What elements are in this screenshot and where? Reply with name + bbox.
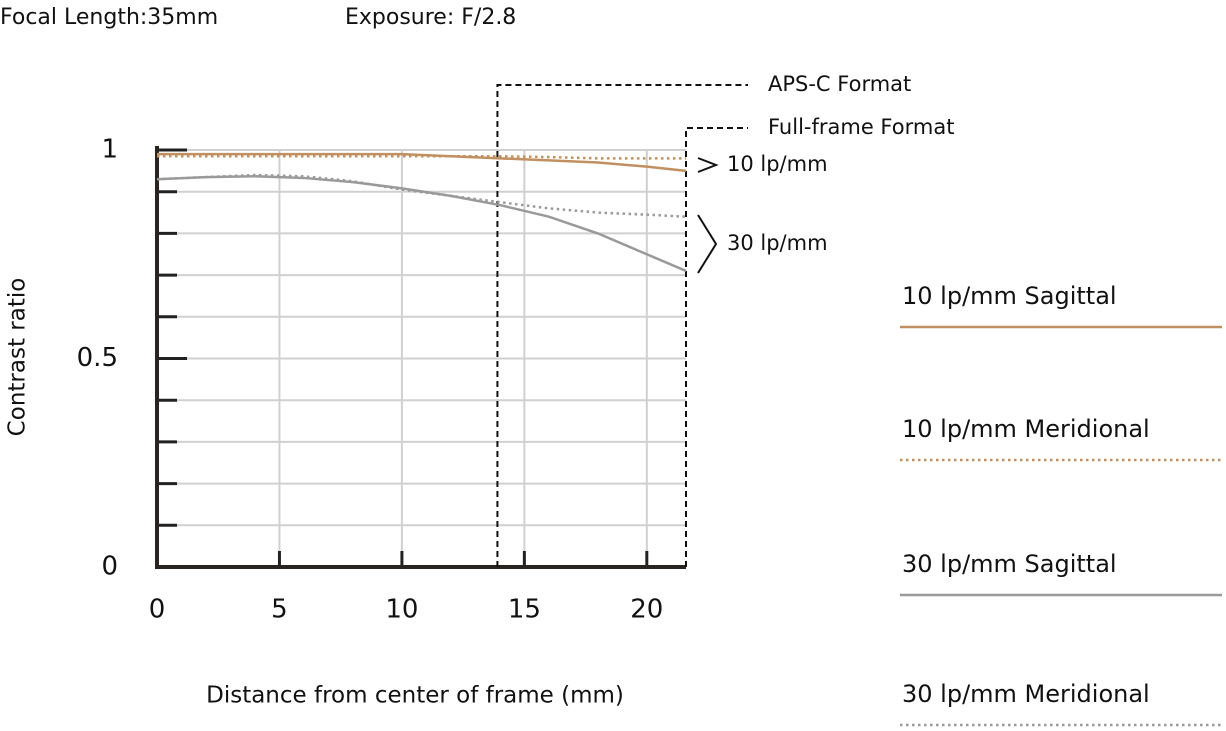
format-label: Full-frame Format (768, 115, 954, 139)
x-tick-label: 15 (508, 595, 541, 625)
format-label: APS-C Format (768, 72, 911, 96)
header-focal: Focal Length:35mm (0, 5, 218, 30)
series-line (156, 175, 687, 273)
legend-label: 10 lp/mm Sagittal (902, 282, 1117, 310)
bracket-10 (697, 157, 719, 173)
series-line (157, 155, 686, 160)
format-boundary (496, 84, 748, 567)
x-tick-label: 0 (149, 595, 166, 625)
x-tick-label: 5 (271, 595, 288, 625)
group-label: 10 lp/mm (727, 152, 828, 176)
header-exposure: Exposure: F/2.8 (345, 5, 516, 30)
y-tick-label: 0.5 (77, 343, 118, 373)
y-tick-label: 0 (101, 552, 118, 582)
x-tick-label: 20 (630, 595, 663, 625)
legend-label: 30 lp/mm Sagittal (902, 550, 1117, 578)
group-label: 30 lp/mm (727, 231, 828, 255)
y-tick-label: 1 (101, 135, 118, 165)
series-line (156, 173, 687, 218)
legend-label: 30 lp/mm Meridional (902, 680, 1150, 708)
y-axis-label: Contrast ratio (5, 278, 31, 437)
x-axis-label: Distance from center of frame (mm) (206, 683, 624, 709)
series-line (157, 152, 687, 173)
x-tick-label: 10 (385, 595, 418, 625)
bracket-30 (697, 214, 718, 274)
format-boundary (685, 127, 748, 567)
legend-label: 10 lp/mm Meridional (902, 415, 1150, 443)
